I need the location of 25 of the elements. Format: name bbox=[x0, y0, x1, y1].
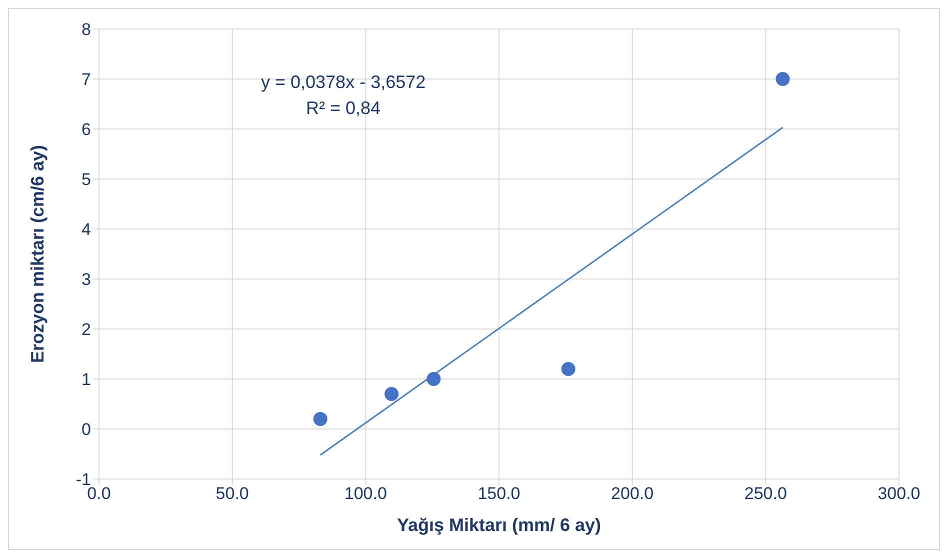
y-tick-label: 2 bbox=[82, 320, 91, 340]
annotation: y = 0,0378x - 3,6572 bbox=[261, 71, 426, 94]
x-tick-label: 50.0 bbox=[216, 484, 249, 504]
point bbox=[426, 372, 441, 386]
y-tick-label: 0 bbox=[82, 420, 91, 440]
y-tick-label: 3 bbox=[82, 270, 91, 290]
x-tick-label: 250.0 bbox=[744, 484, 787, 504]
point bbox=[313, 412, 328, 426]
x-tick-label: 150.0 bbox=[478, 484, 520, 504]
point bbox=[776, 72, 790, 86]
x-tick-label: 0.0 bbox=[87, 484, 111, 504]
x-tick-label: 300.0 bbox=[878, 484, 920, 504]
x-tick-label: 200.0 bbox=[611, 484, 654, 504]
point bbox=[384, 387, 399, 401]
x-axis-title: Yağış Miktarı (mm/ 6 ay) bbox=[396, 515, 602, 535]
annotation: R² = 0,84 bbox=[305, 97, 382, 120]
point bbox=[561, 362, 576, 376]
x-tick-label: 100.0 bbox=[344, 484, 387, 504]
y-tick-label: 8 bbox=[82, 20, 91, 40]
y-tick-label: 4 bbox=[82, 220, 91, 240]
y-tick-label: 6 bbox=[82, 120, 91, 140]
y-tick-label: 5 bbox=[82, 170, 91, 190]
y-tick-label: 1 bbox=[82, 370, 91, 390]
y-tick-label: 7 bbox=[82, 70, 91, 90]
y-axis-title: Erozyon miktarı (cm/6 ay) bbox=[27, 144, 48, 364]
